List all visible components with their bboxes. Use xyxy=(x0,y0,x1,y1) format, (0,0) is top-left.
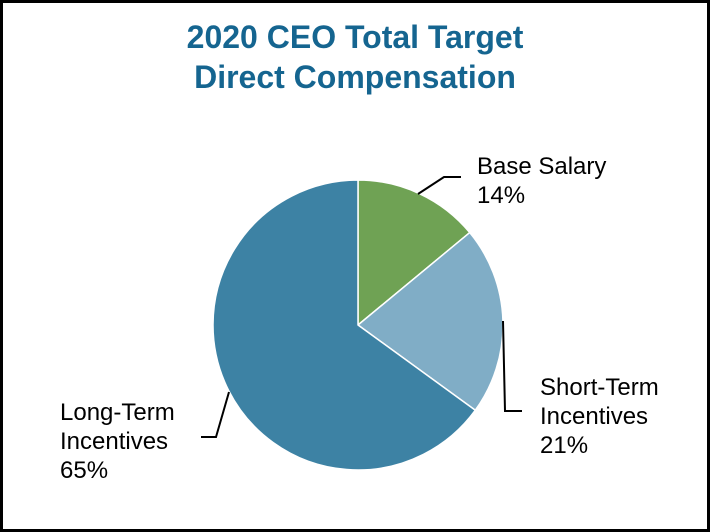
label-base-salary-name: Base Salary xyxy=(477,153,607,180)
pie-slices xyxy=(212,179,504,471)
chart-title: 2020 CEO Total Target Direct Compensatio… xyxy=(3,17,707,97)
label-short-term-line-1: Short-Term xyxy=(540,374,659,401)
leader-line-base-salary xyxy=(417,176,461,195)
pie-slice-short-term-incentives xyxy=(357,231,504,411)
leader-line-long-term-incentives xyxy=(201,391,230,438)
label-long-term-value: 65% xyxy=(60,457,109,484)
label-long-term-line-2: Incentives xyxy=(60,428,169,455)
pie-chart xyxy=(201,176,522,471)
label-short-term-value: 21% xyxy=(540,432,589,459)
label-long-term-incentives: Long-Term Incentives 65% xyxy=(60,398,175,485)
pie-slice-long-term-incentives xyxy=(212,179,477,471)
label-base-salary-value: 14% xyxy=(477,182,526,209)
label-short-term-incentives: Short-Term Incentives 21% xyxy=(540,373,659,460)
chart-title-line-2: Direct Compensation xyxy=(194,59,516,95)
label-short-term-line-2: Incentives xyxy=(540,403,649,430)
label-base-salary: Base Salary 14% xyxy=(477,152,606,210)
chart-title-line-1: 2020 CEO Total Target xyxy=(186,19,524,55)
leader-line-short-term-incentives xyxy=(502,320,522,412)
label-long-term-line-1: Long-Term xyxy=(60,399,175,426)
